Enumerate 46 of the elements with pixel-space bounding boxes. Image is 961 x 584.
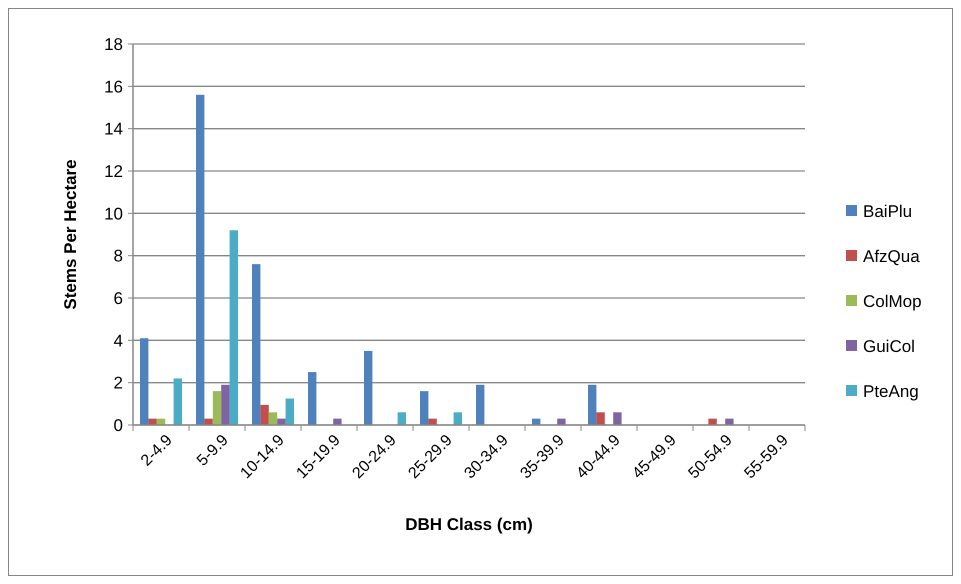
- y-tick-label: 10: [104, 204, 123, 224]
- bar: [476, 384, 484, 425]
- legend-label: PteAng: [863, 382, 919, 401]
- bar: [596, 412, 605, 425]
- bar: [221, 384, 230, 425]
- bar: [613, 412, 622, 425]
- y-tick-label: 6: [114, 288, 123, 308]
- y-axis-title: Stems Per Hectare: [61, 159, 80, 310]
- bar: [454, 412, 462, 425]
- legend-label: GuiCol: [863, 336, 915, 356]
- bar: [286, 398, 294, 425]
- bar: [260, 404, 269, 425]
- y-tick-label: 18: [104, 34, 123, 54]
- bar: [420, 391, 428, 425]
- bar: [156, 418, 166, 425]
- legend-label: ColMop: [863, 292, 922, 311]
- bar: [252, 264, 260, 425]
- y-tick-label: 2: [114, 374, 123, 393]
- bar: [196, 94, 204, 425]
- y-tick-label: 12: [104, 162, 123, 181]
- y-tick-label: 8: [114, 246, 123, 266]
- legend-label: AfzQua: [863, 246, 920, 266]
- bar: [268, 412, 278, 425]
- legend-label: BaiPlu: [863, 202, 912, 221]
- bar: [364, 350, 372, 425]
- bar: [532, 418, 540, 425]
- y-tick-label: 4: [114, 331, 123, 350]
- bar: [725, 418, 734, 425]
- bar: [148, 418, 157, 425]
- bar: [230, 230, 238, 425]
- bar: [708, 418, 717, 425]
- y-tick-label: 16: [104, 77, 123, 96]
- bar: [557, 418, 566, 425]
- x-axis-title: DBH Class (cm): [405, 515, 533, 534]
- bar: [174, 378, 182, 425]
- y-tick-label: 0: [114, 416, 123, 435]
- y-tick-label: 14: [104, 120, 123, 139]
- bar: [140, 338, 148, 425]
- bar: [308, 372, 316, 425]
- bar: [398, 412, 406, 425]
- bar: [204, 418, 213, 425]
- bar: [333, 418, 342, 425]
- bar: [428, 418, 437, 425]
- bar: [277, 418, 286, 425]
- bar: [212, 391, 222, 425]
- bar: [588, 384, 596, 425]
